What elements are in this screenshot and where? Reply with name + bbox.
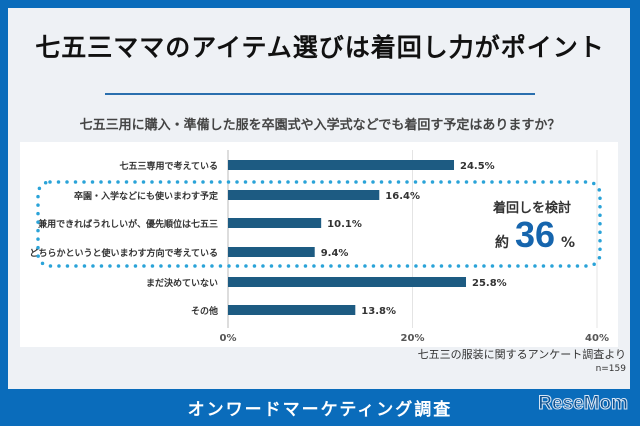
survey-question: 七五三用に購入・準備した服を卒園式や入学式などでも着回す予定はありますか？ (79, 118, 561, 133)
bar (228, 277, 467, 287)
bar (228, 247, 315, 257)
chart-panel: 0% 20% 40% 七五三専用で考えている 24.5% 卒園・入学などにも使いまわす予定… (20, 142, 618, 347)
bar-chart: 0% 20% 40% 七五三専用で考えている 24.5% 卒園・入学などにも使いまわす予定… (29, 150, 609, 344)
callout-prefix: 約 (495, 235, 509, 251)
sample-size: n=159 (595, 364, 626, 374)
bar (228, 160, 455, 170)
callout-label: 着回しを検討 (493, 201, 572, 216)
bar (228, 190, 380, 200)
data-label: 13.8% (361, 306, 396, 317)
category-label: その他 (191, 305, 218, 317)
category-label: 七五三専用で考えている (119, 160, 218, 172)
data-label: 24.5% (460, 161, 495, 172)
title-divider (105, 93, 535, 95)
callout-unit: % (561, 235, 576, 251)
highlight-box (36, 180, 602, 268)
callout-value: 約 36% (495, 214, 575, 256)
data-label: 10.1% (327, 219, 362, 230)
category-label: 兼用できればうれしいが、優先順位は七五三 (37, 218, 218, 230)
x-tick-label: 40% (585, 333, 609, 344)
bar (228, 218, 322, 228)
footer-credit: オンワードマーケティング調査 (187, 400, 453, 420)
x-tick-label: 20% (401, 333, 425, 344)
category-label: 卒園・入学などにも使いまわす予定 (74, 190, 219, 202)
source-note: 七五三の服装に関するアンケート調査より (417, 348, 626, 361)
x-tick-label: 0% (220, 333, 237, 344)
data-label: 9.4% (321, 248, 349, 259)
data-label: 25.8% (472, 278, 507, 289)
category-label: まだ決めていない (146, 277, 218, 289)
callout-number: 36 (515, 214, 556, 255)
page-title: 七五三ママのアイテム選びは着回し力がポイント (35, 33, 605, 62)
category-label: どちらかというと使いまわす方向で考えている (29, 247, 218, 259)
resemom-logo: ReseMom (538, 393, 629, 415)
data-label: 16.4% (385, 191, 420, 202)
bar (228, 305, 356, 315)
